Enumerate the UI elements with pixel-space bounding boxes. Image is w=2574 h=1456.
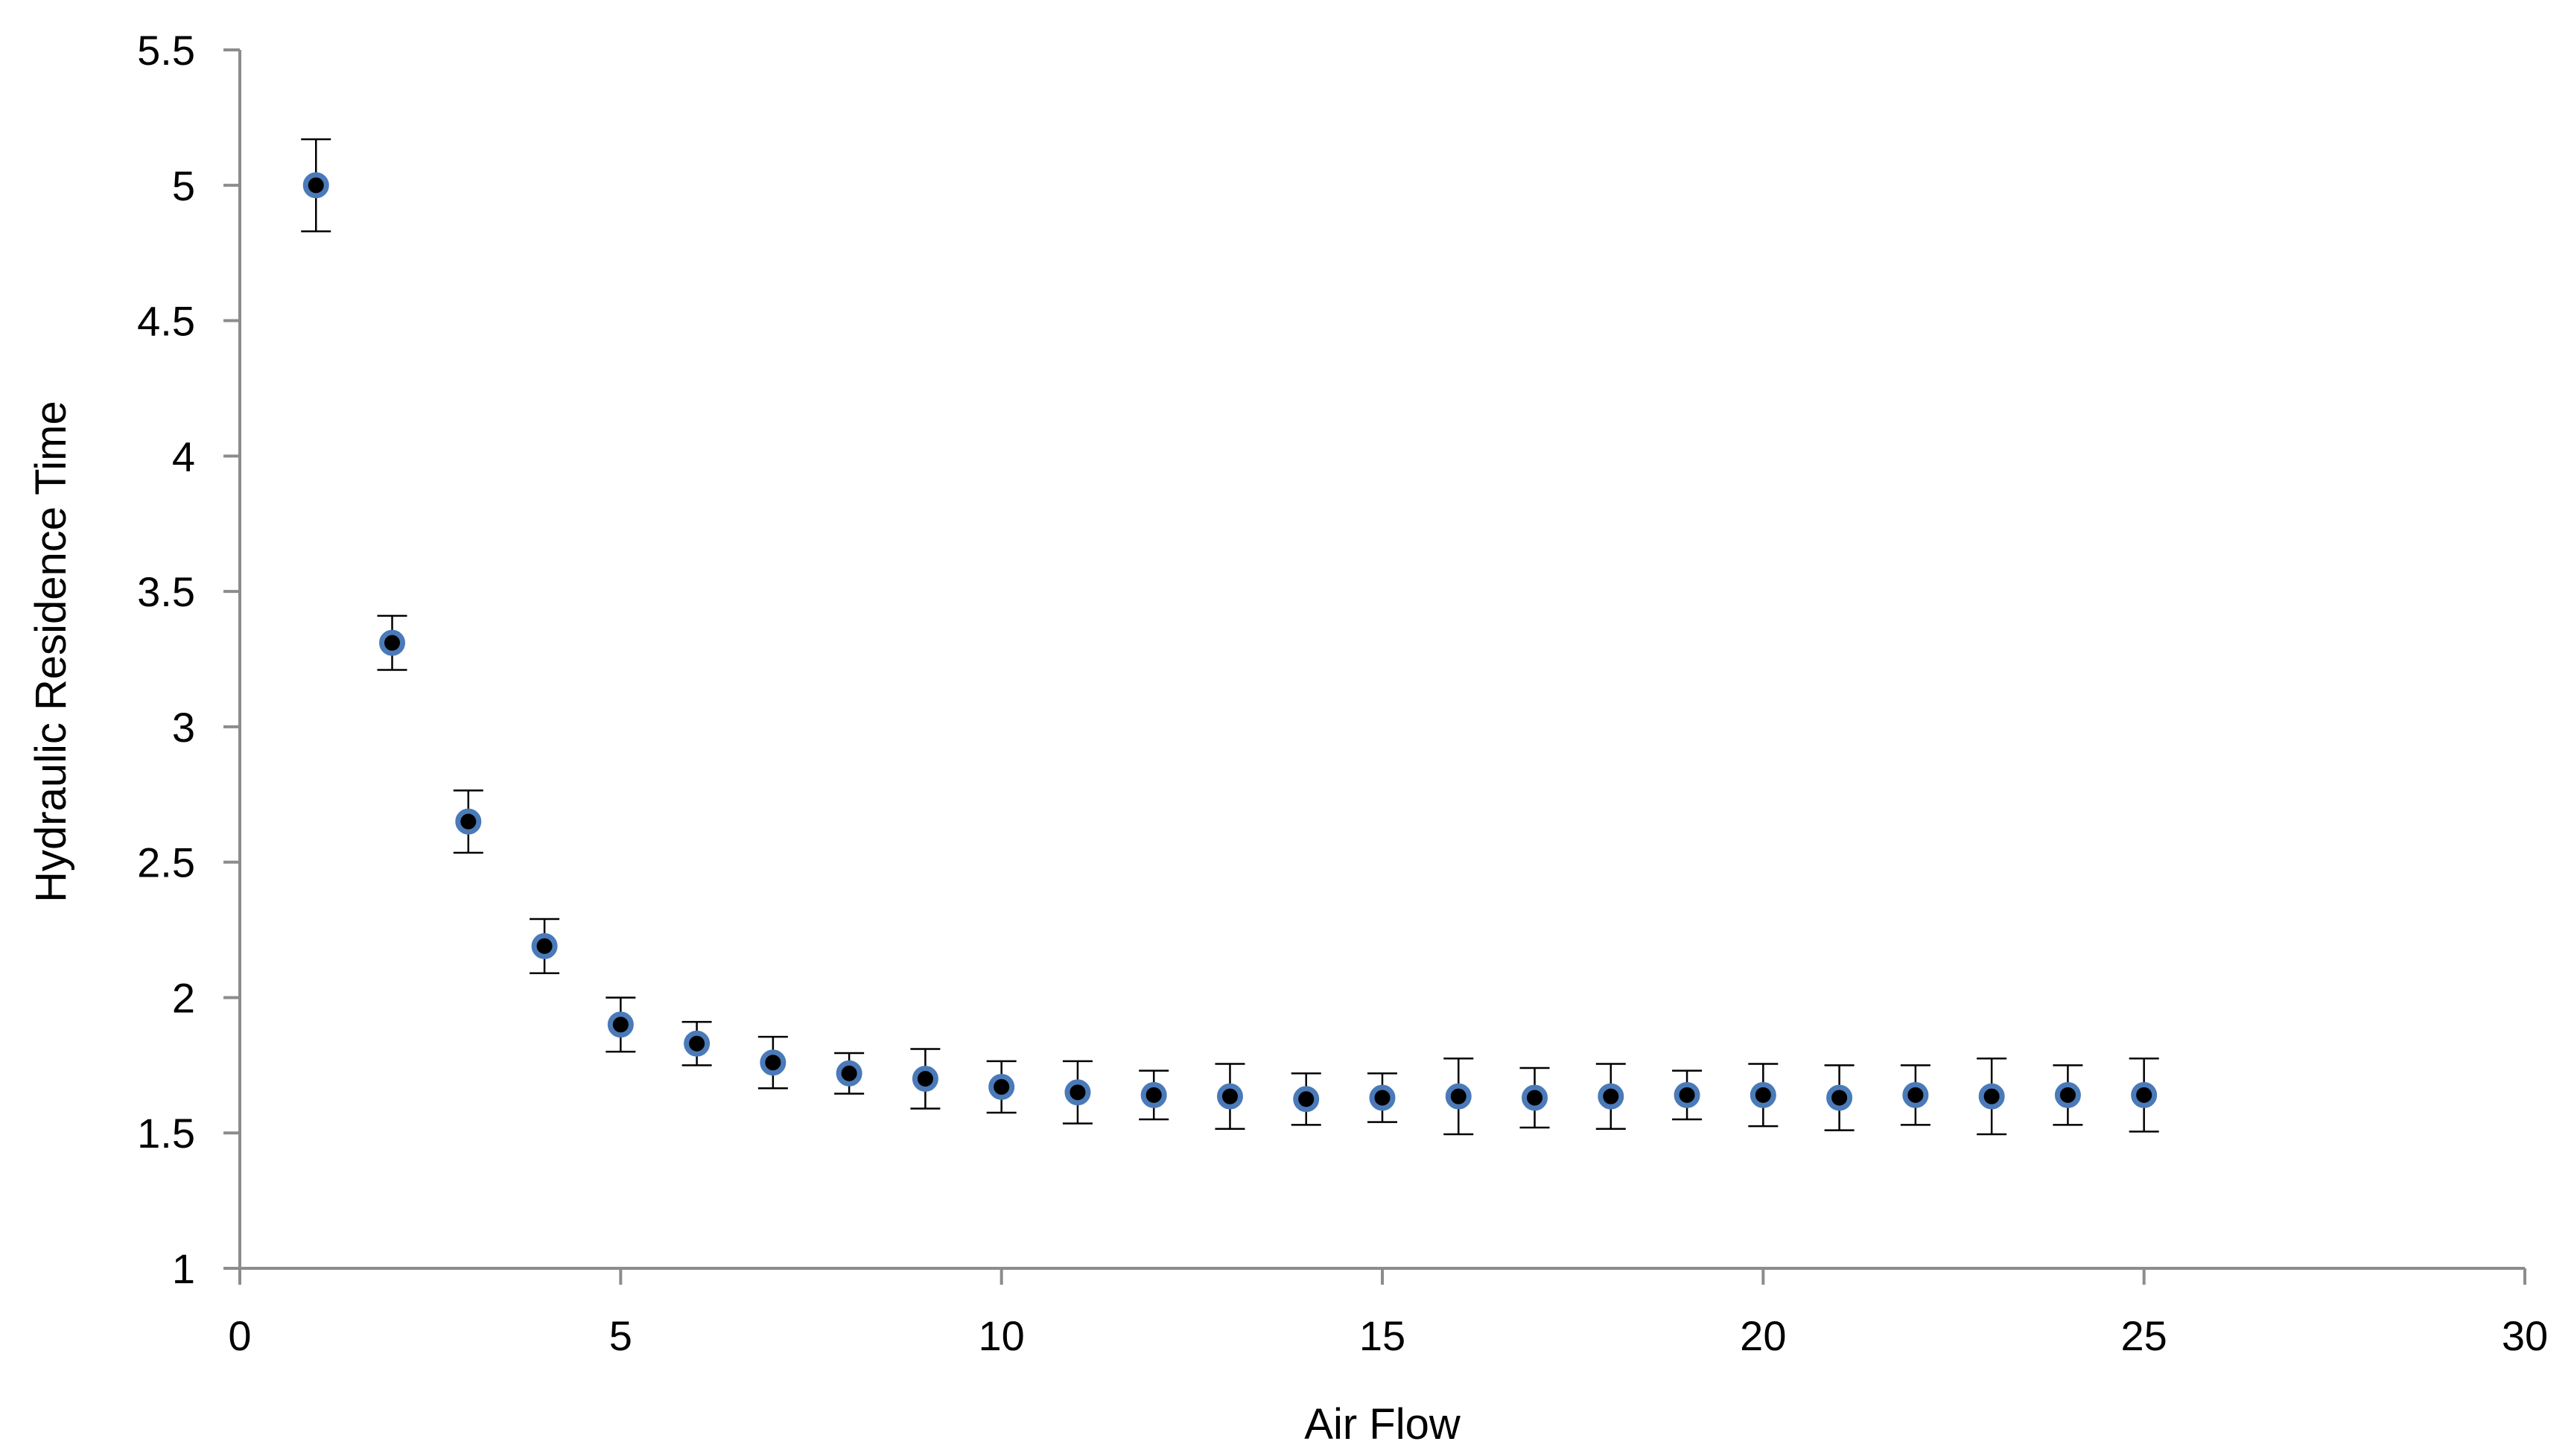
data-point xyxy=(1445,1083,1472,1110)
data-point xyxy=(988,1073,1015,1100)
y-axis-title: Hydraulic Residence Time xyxy=(27,401,75,903)
x-tick-label: 15 xyxy=(1359,1312,1405,1359)
data-point xyxy=(1140,1081,1167,1108)
x-tick-label: 20 xyxy=(1740,1312,1786,1359)
data-point xyxy=(1598,1083,1624,1110)
y-tick-label: 3.5 xyxy=(137,568,195,615)
y-axis-ticks: 1 1.5 2 2.5 3 3.5 4 4.5 5 5.5 xyxy=(137,27,240,1292)
y-tick-label: 2.5 xyxy=(137,839,195,886)
x-tick-label: 10 xyxy=(979,1312,1025,1359)
data-point xyxy=(912,1066,938,1093)
y-tick-label: 5 xyxy=(172,162,195,209)
data-point xyxy=(1978,1083,2005,1110)
x-axis-ticks: 0 5 10 15 20 25 30 xyxy=(228,1268,2548,1359)
x-tick-label: 0 xyxy=(228,1312,251,1359)
y-tick-label: 1.5 xyxy=(137,1110,195,1157)
error-bars xyxy=(301,138,2159,1136)
data-point xyxy=(607,1011,634,1038)
data-point xyxy=(684,1030,711,1057)
data-point xyxy=(531,932,558,959)
data-point xyxy=(1522,1084,1548,1111)
data-point xyxy=(1750,1081,1776,1108)
data-point xyxy=(379,629,406,656)
x-tick-label: 30 xyxy=(2502,1312,2548,1359)
y-tick-label: 2 xyxy=(172,974,195,1021)
data-point xyxy=(302,172,329,199)
y-tick-label: 5.5 xyxy=(137,27,195,74)
y-tick-label: 4.5 xyxy=(137,298,195,345)
data-point xyxy=(1826,1084,1853,1111)
y-tick-label: 3 xyxy=(172,704,195,751)
data-point xyxy=(455,808,482,835)
x-tick-label: 25 xyxy=(2121,1312,2167,1359)
y-tick-label: 4 xyxy=(172,433,195,480)
data-point xyxy=(1902,1081,1929,1108)
data-point xyxy=(1064,1079,1091,1106)
x-axis-title: Air Flow xyxy=(1304,1400,1461,1449)
data-point xyxy=(1674,1081,1700,1108)
x-tick-label: 5 xyxy=(609,1312,632,1359)
data-point xyxy=(2054,1081,2081,1108)
data-point xyxy=(760,1049,786,1076)
data-point xyxy=(1216,1083,1243,1110)
data-point xyxy=(1369,1084,1396,1111)
data-points xyxy=(302,172,2158,1113)
data-point xyxy=(836,1060,862,1087)
data-point xyxy=(2131,1081,2158,1108)
data-point xyxy=(1293,1086,1320,1113)
y-tick-label: 1 xyxy=(172,1245,195,1292)
